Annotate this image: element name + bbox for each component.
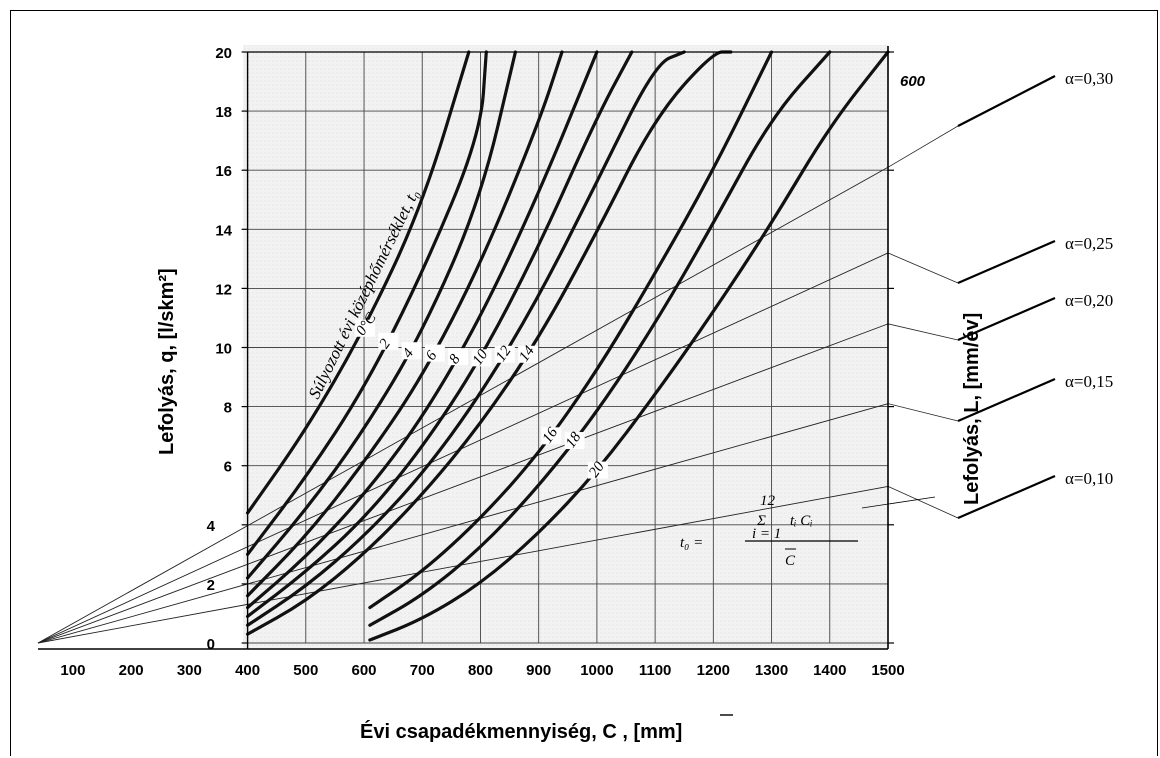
curve-label-bg-9 bbox=[564, 432, 585, 450]
x-tick-600: 600 bbox=[352, 662, 377, 679]
curve-6 bbox=[245, 50, 686, 627]
alpha-line-1 bbox=[37, 252, 889, 644]
y-tick-labels: 0 2 4 6 8 10 12 14 16 18 20 bbox=[207, 45, 233, 653]
alpha-tick-3 bbox=[957, 377, 1056, 423]
x-tick-1300: 1300 bbox=[755, 662, 788, 679]
x-tick-500: 500 bbox=[293, 662, 318, 679]
curve-2 bbox=[245, 50, 517, 580]
y-tick-0: 0 bbox=[207, 636, 215, 653]
y-tick-14: 14 bbox=[215, 222, 232, 239]
alpha-label-4: α=0,10 bbox=[1065, 469, 1113, 488]
formula-leader bbox=[861, 496, 936, 509]
alpha-label-3: α=0,15 bbox=[1065, 372, 1113, 391]
curve-label-bg-8 bbox=[541, 427, 562, 445]
y2-axis-title: Lefolyás, L, [mm/év] bbox=[961, 313, 983, 505]
alpha-lines: α=0,30 α=0,25 α=0,20 α=0,15 α=0,10 bbox=[37, 69, 1113, 644]
formula-sum-sym: Σ bbox=[756, 513, 766, 529]
figure-frame bbox=[10, 10, 1158, 756]
alpha-tick-4 bbox=[957, 474, 1056, 520]
x-tick-1200: 1200 bbox=[697, 662, 730, 679]
x-tick-700: 700 bbox=[410, 662, 435, 679]
x-tick-300: 300 bbox=[177, 662, 202, 679]
y-tick-20: 20 bbox=[215, 45, 232, 62]
x-tick-800: 800 bbox=[468, 662, 493, 679]
curve-7 bbox=[245, 50, 733, 636]
y-tick-12: 12 bbox=[215, 281, 232, 298]
y-tick-6: 6 bbox=[224, 459, 232, 476]
x-tick-900: 900 bbox=[526, 662, 551, 679]
alpha-line-4 bbox=[37, 485, 889, 644]
curve-label-bg-2 bbox=[401, 342, 422, 360]
x-axis-title: Évi csapadékmennyiség, C , [mm] bbox=[360, 720, 682, 743]
alpha-leader-1 bbox=[887, 252, 959, 284]
y-tick-4: 4 bbox=[207, 518, 216, 535]
curve-label-bg-0 bbox=[355, 319, 376, 337]
formula-sum-bottom: i = 1 bbox=[752, 526, 781, 542]
x-tick-1500: 1500 bbox=[871, 662, 904, 679]
x-tick-200: 200 bbox=[119, 662, 144, 679]
curve-label-bg-6 bbox=[494, 345, 515, 363]
alpha-label-0: α=0,30 bbox=[1065, 69, 1113, 88]
curve-label-bg-3 bbox=[424, 344, 445, 362]
curve-label-bg-7 bbox=[518, 345, 539, 363]
formula-lhs: t₀ = bbox=[680, 535, 703, 551]
y-tick-10: 10 bbox=[215, 341, 232, 358]
curve-label-bg-4 bbox=[448, 348, 469, 366]
x-tick-1000: 1000 bbox=[580, 662, 613, 679]
curve-0 bbox=[245, 50, 471, 515]
x-tick-labels: 100 200 300 400 500 600 700 800 900 1000 1100 1200 1… bbox=[60, 662, 904, 679]
formula-numerator: tᵢ Cᵢ bbox=[790, 513, 813, 529]
alpha-leader-4 bbox=[887, 486, 959, 519]
x-tick-100: 100 bbox=[60, 662, 85, 679]
curve-label-bg-5 bbox=[471, 349, 492, 367]
alpha-tick-0 bbox=[957, 75, 1056, 127]
curve-1 bbox=[245, 50, 488, 556]
y-tick-16: 16 bbox=[215, 163, 232, 180]
y-tick-2: 2 bbox=[207, 577, 215, 594]
alpha-label-1: α=0,25 bbox=[1065, 234, 1113, 253]
y-tick-18: 18 bbox=[215, 104, 232, 121]
formula-denominator: C bbox=[785, 553, 796, 569]
grid bbox=[247, 51, 889, 644]
curve-5 bbox=[245, 50, 634, 619]
alpha-line-0 bbox=[37, 166, 889, 644]
y2-top-tick: 600 bbox=[900, 73, 926, 90]
alpha-leader-0 bbox=[887, 125, 959, 168]
x-tick-1100: 1100 bbox=[639, 662, 672, 679]
curve-label-bg-1 bbox=[378, 332, 399, 350]
curve-label-bg-10 bbox=[587, 461, 608, 479]
x-tick-400: 400 bbox=[235, 662, 260, 679]
alpha-tick-2 bbox=[957, 296, 1056, 342]
alpha-tick-1 bbox=[957, 239, 1056, 285]
curve-10 bbox=[368, 50, 890, 642]
y-axis-title: Lefolyás, q, [l/skm²] bbox=[156, 268, 178, 455]
curve-3 bbox=[245, 50, 564, 598]
curve-8 bbox=[368, 50, 774, 610]
alpha-line-2 bbox=[37, 323, 889, 644]
curve-4 bbox=[245, 50, 599, 610]
formula: t₀ = 12 Σ i = 1 tᵢ Cᵢ C bbox=[680, 493, 936, 569]
alpha-leader-3 bbox=[887, 403, 959, 422]
alpha-line-3 bbox=[37, 403, 889, 644]
alpha-leader-2 bbox=[887, 323, 959, 341]
x-tick-1400: 1400 bbox=[813, 662, 846, 679]
formula-sum-top: 12 bbox=[760, 493, 776, 509]
axes bbox=[38, 46, 894, 650]
alpha-label-2: α=0,20 bbox=[1065, 291, 1113, 310]
y-tick-8: 8 bbox=[224, 400, 232, 417]
curve-9 bbox=[368, 50, 832, 627]
